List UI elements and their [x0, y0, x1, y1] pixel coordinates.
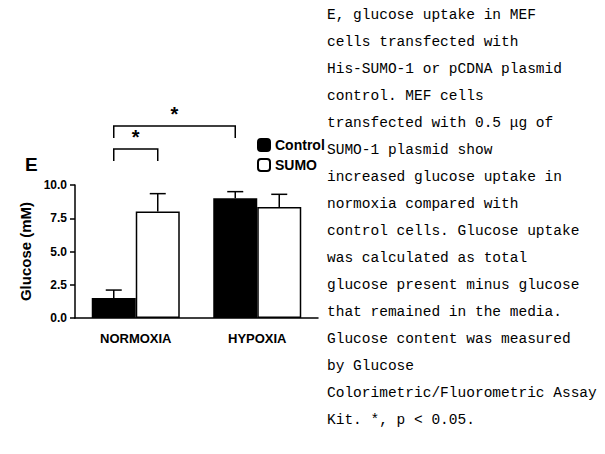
html-text:increased glucose uptake in: increased glucose uptake in [327, 169, 562, 185]
html-text:E, glucose uptake in MEF: E, glucose uptake in MEF [327, 7, 536, 23]
svg-text:0.0: 0.0 [50, 311, 67, 325]
svg-text:*: * [132, 126, 140, 148]
svg-text:*: * [171, 103, 179, 125]
html-text:control cells. Glucose uptake: control cells. Glucose uptake [327, 223, 580, 239]
html-text:Colorimetric/Fluorometric Assa: Colorimetric/Fluorometric Assay [327, 385, 597, 401]
svg-text:5.0: 5.0 [50, 245, 67, 259]
svg-text:Glucose (mM): Glucose (mM) [17, 202, 34, 301]
svg-text:10.0: 10.0 [44, 178, 68, 192]
html-text:glucose present minus glucose: glucose present minus glucose [327, 277, 580, 293]
svg-text:2.5: 2.5 [50, 278, 67, 292]
html-text:SUMO-1 plasmid show: SUMO-1 plasmid show [327, 142, 493, 158]
svg-text:HYPOXIA: HYPOXIA [228, 331, 287, 346]
html-text:cells transfected with: cells transfected with [327, 34, 519, 50]
svg-text:Control: Control [275, 137, 325, 153]
html-text:was calculated as total: was calculated as total [327, 250, 528, 266]
svg-text:E: E [25, 154, 38, 175]
html-text:control. MEF cells: control. MEF cells [327, 88, 484, 104]
html-text:Kit. *, p < 0.05.: Kit. *, p < 0.05. [327, 412, 475, 428]
html-text:by Glucose: by Glucose [327, 358, 414, 374]
svg-text:NORMOXIA: NORMOXIA [100, 331, 172, 346]
html-text:that remained in the media.: that remained in the media. [327, 304, 562, 320]
html-text:His-SUMO-1 or pCDNA plasmid: His-SUMO-1 or pCDNA plasmid [327, 61, 562, 77]
svg-text:7.5: 7.5 [50, 211, 67, 225]
html-text:normoxia compared with: normoxia compared with [327, 196, 519, 212]
svg-text:SUMO: SUMO [275, 157, 317, 173]
html-text:transfected with 0.5 μg of: transfected with 0.5 μg of [327, 115, 554, 131]
html-text:Glucose content was measured: Glucose content was measured [327, 331, 571, 347]
